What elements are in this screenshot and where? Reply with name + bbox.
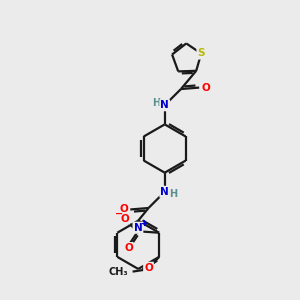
Text: O: O — [124, 243, 133, 253]
Text: N: N — [160, 100, 169, 110]
Text: O: O — [201, 82, 210, 93]
Text: O: O — [120, 214, 129, 224]
Text: CH₃: CH₃ — [109, 267, 128, 277]
Text: H: H — [152, 98, 160, 108]
Text: N: N — [160, 187, 169, 197]
Text: O: O — [144, 263, 153, 273]
Text: S: S — [197, 49, 205, 58]
Text: N: N — [134, 223, 142, 233]
Text: O: O — [119, 205, 128, 214]
Text: −: − — [115, 209, 123, 219]
Text: H: H — [169, 189, 177, 199]
Text: +: + — [140, 218, 147, 227]
